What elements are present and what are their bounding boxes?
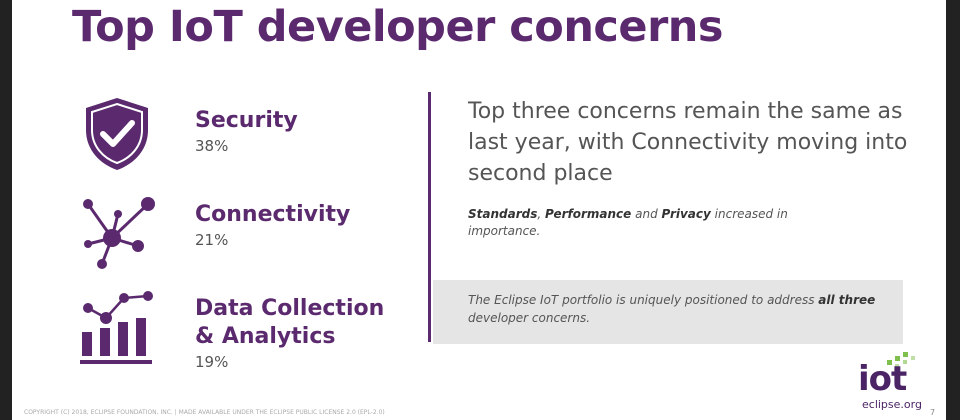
concern-percent: 38% — [195, 137, 229, 155]
concern-data-analytics: Data Collection & Analytics 19% — [195, 295, 384, 371]
logo-word: iot — [858, 359, 907, 399]
note-sep: , — [537, 207, 545, 221]
slide: Top IoT developer concerns Security 38% — [12, 0, 946, 420]
concern-label-line2: & Analytics — [195, 324, 336, 349]
note-standards: Standards — [468, 207, 538, 221]
note-privacy: Privacy — [661, 207, 711, 221]
callout-pre: The Eclipse IoT portfolio is uniquely po… — [468, 293, 819, 307]
concern-label-line1: Data Collection — [195, 296, 385, 321]
concern-percent: 21% — [195, 231, 229, 249]
page-number: 7 — [930, 408, 936, 417]
shield-check-icon — [82, 96, 152, 176]
callout-bold: all three — [818, 293, 876, 307]
note-sep: and — [631, 207, 662, 221]
headline-text: Top three concerns remain the same as la… — [468, 99, 908, 186]
callout-post: developer concerns. — [468, 311, 591, 325]
logo-domain: eclipse.org — [862, 398, 922, 411]
callout-box: The Eclipse IoT portfolio is uniquely po… — [433, 280, 903, 344]
eclipse-iot-logo: iot eclipse.org — [858, 352, 946, 416]
chart-analytics-icon — [80, 288, 160, 372]
concern-security: Security 38% — [195, 107, 298, 155]
logo-dots-icon — [887, 352, 915, 368]
note-performance: Performance — [545, 207, 632, 221]
concern-percent: 19% — [195, 353, 229, 371]
importance-note: Standards, Performance and Privacy incre… — [468, 206, 828, 240]
network-nodes-icon — [80, 194, 160, 274]
note-rest: increased in importance. — [468, 207, 788, 238]
concern-label: Connectivity — [195, 202, 351, 227]
concern-label: Security — [195, 108, 298, 133]
concern-connectivity: Connectivity 21% — [195, 201, 350, 249]
callout-text: The Eclipse IoT portfolio is uniquely po… — [468, 291, 888, 327]
vertical-divider — [428, 92, 431, 342]
slide-title: Top IoT developer concerns — [72, 2, 724, 52]
copyright-footer: COPYRIGHT (C) 2018, ECLIPSE FOUNDATION, … — [24, 409, 385, 416]
